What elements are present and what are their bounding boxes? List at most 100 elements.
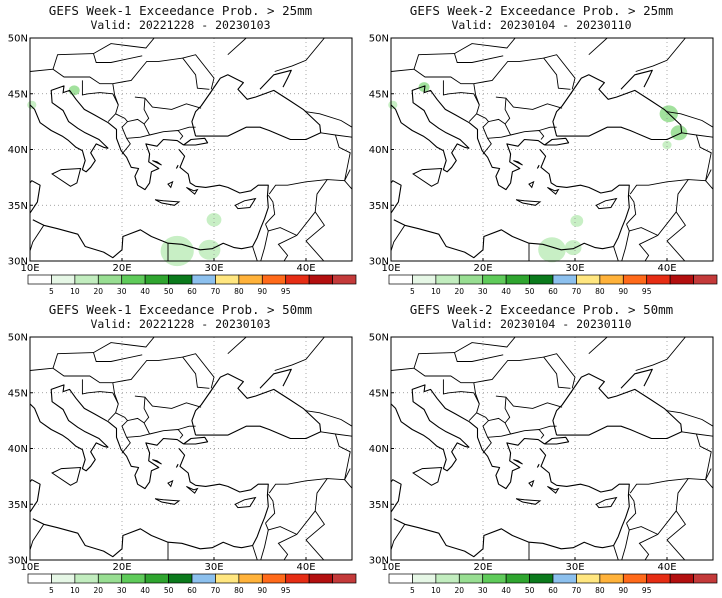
country-border [93,352,143,362]
island [186,186,199,195]
country-border [112,382,119,405]
coastline [552,74,683,141]
colorbar-label: 10 [431,586,441,595]
country-border [510,429,545,439]
colorbar-swatch [482,573,507,584]
colorbar-swatch [97,573,123,584]
precip-shading [564,240,582,256]
country-border [121,437,131,454]
country-border [626,523,658,535]
island [412,466,443,486]
country-border [268,468,351,494]
colorbar-label: 80 [234,287,244,296]
coastline [30,104,109,173]
panel-valid-dates: Valid: 20230104 - 20230110 [451,18,632,32]
colorbar-label: 80 [595,586,605,595]
country-border [413,38,516,70]
country-border [629,169,712,195]
country-border [495,96,563,110]
country-border [30,225,45,252]
colorbar-label: 30 [117,586,127,595]
lat-tick-label: 30N [369,257,389,268]
country-border [52,337,155,369]
map-chart: 30N 35N 40N 45N 50N 10E 20E 30E 40E 5 10 20 30 40 50 60… [8,34,357,296]
colorbar-swatch [412,573,437,584]
lon-tick-label: 40E [657,562,676,573]
country-border [588,38,608,56]
country-border [538,126,557,131]
precip-shading [206,213,222,227]
colorbar-label: 70 [211,287,221,296]
coastline [411,384,545,490]
lon-tick-label: 30E [204,562,223,573]
country-border [320,431,352,437]
colorbar-swatch [529,573,554,584]
country-border [482,138,492,155]
colorbar-swatch [27,274,52,285]
country-border [265,194,276,225]
colorbar-swatch [191,274,216,285]
country-border [265,224,297,236]
coastline [391,479,402,513]
colorbar-label: 90 [258,586,268,595]
lon-tick-label: 40E [657,263,676,274]
coastline [191,373,322,440]
island [152,160,162,166]
country-border [30,72,31,74]
country-border [274,337,325,371]
colorbar-swatch [74,573,99,584]
country-border [30,182,31,184]
precip-shading [570,215,584,227]
colorbar-swatch [552,573,577,584]
country-border [260,529,269,560]
island [154,199,181,206]
lat-tick-label: 30N [369,556,389,567]
island [175,463,179,468]
country-border [454,352,504,362]
country-border [626,224,658,236]
lat-tick-label: 35N [369,500,389,511]
colorbar-label: 30 [117,287,127,296]
lon-tick-label: 10E [381,562,400,573]
colorbar-label: 60 [187,586,197,595]
coastline [259,69,292,90]
colorbar-label: 5 [410,586,415,595]
country-border [334,433,351,480]
colorbar-swatch [622,274,648,285]
precip-shading [538,237,566,263]
colorbar-label: 30 [478,586,488,595]
country-border [115,412,128,421]
country-border [635,337,686,371]
country-border [391,57,571,90]
country-border [351,436,352,438]
map-chart: 30N 35N 40N 45N 50N 10E 20E 30E 40E 5 10 20 30 40 50 60… [8,333,357,595]
colorbar-label: 50 [164,586,174,595]
island [167,479,174,488]
country-border [351,137,352,139]
country-border [305,410,352,427]
island [51,466,82,486]
panel-title: GEFS Week-1 Exceedance Prob. > 50mm [48,302,313,317]
colorbar-label: 95 [642,287,652,296]
coastline [50,85,184,191]
colorbar-swatch [121,274,146,285]
country-border [621,230,630,261]
colorbar-label: 10 [70,586,80,595]
country-border [391,356,571,389]
colorbar-swatch [144,274,169,285]
country-border [81,379,119,421]
map-lines [30,38,352,261]
colorbar-swatch [285,573,310,584]
precip-shading [670,125,688,141]
lat-tick-label: 50N [369,333,389,344]
island [412,167,443,187]
colorbar-swatch [458,274,484,285]
country-border [344,479,352,489]
lon-tick-label: 10E [20,263,39,274]
colorbar-swatch [622,573,648,584]
coastline [191,74,322,141]
coastline [544,137,570,146]
country-border [344,180,352,190]
colorbar-swatch [97,274,123,285]
country-border [320,132,352,138]
